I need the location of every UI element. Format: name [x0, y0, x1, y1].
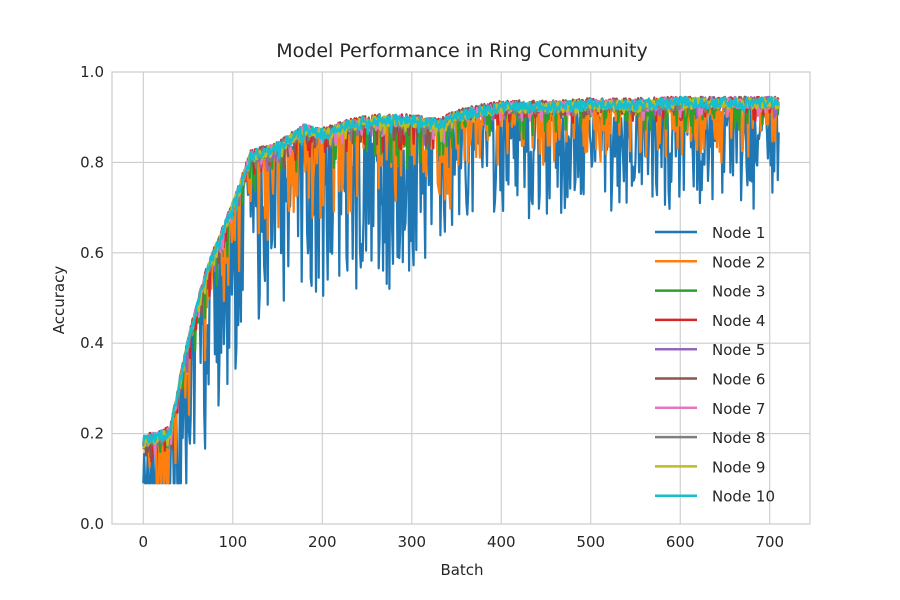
legend-entry-label: Node 4: [712, 312, 765, 330]
x-tick-label: 600: [666, 533, 695, 551]
x-tick-label: 100: [218, 533, 247, 551]
x-tick-label: 200: [308, 533, 337, 551]
y-tick-label: 0.8: [80, 153, 104, 171]
x-tick-label: 400: [487, 533, 516, 551]
x-tick-label: 500: [576, 533, 605, 551]
y-tick-label: 0.6: [80, 244, 104, 262]
x-axis-label: Batch: [440, 561, 483, 579]
x-tick-label: 300: [397, 533, 426, 551]
legend-entry-label: Node 6: [712, 371, 765, 389]
x-axis-ticks: 0 100 200 300 400 500 600 700: [139, 533, 785, 551]
y-tick-label: 0.2: [80, 425, 104, 443]
series-line-node-1: [142, 103, 780, 485]
y-tick-label: 0.0: [80, 515, 104, 533]
legend-entry-label: Node 7: [712, 400, 765, 418]
legend-entry-label: Node 3: [712, 283, 765, 301]
series-line-node-10: [142, 95, 780, 444]
y-axis-ticks: 0.0 0.2 0.4 0.6 0.8 1.0: [80, 63, 104, 533]
y-axis-label: Accuracy: [50, 266, 68, 335]
x-tick-label: 0: [139, 533, 149, 551]
legend-entry-label: Node 5: [712, 341, 765, 359]
y-tick-label: 1.0: [80, 63, 104, 81]
legend: Node 1 Node 2 Node 3 Node 4 Node 5 Node 6 Node…: [655, 224, 775, 506]
legend-entry-label: Node 8: [712, 429, 765, 447]
legend-entry-label: Node 2: [712, 253, 765, 271]
legend-entry-label: Node 9: [712, 458, 765, 476]
series-layer: [142, 95, 780, 485]
x-tick-label: 700: [755, 533, 784, 551]
plot-area: [111, 71, 811, 525]
legend-entry-label: Node 10: [712, 488, 775, 506]
legend-entry-label: Node 1: [712, 224, 765, 242]
chart-title: Model Performance in Ring Community: [276, 40, 647, 62]
y-tick-label: 0.4: [80, 334, 104, 352]
